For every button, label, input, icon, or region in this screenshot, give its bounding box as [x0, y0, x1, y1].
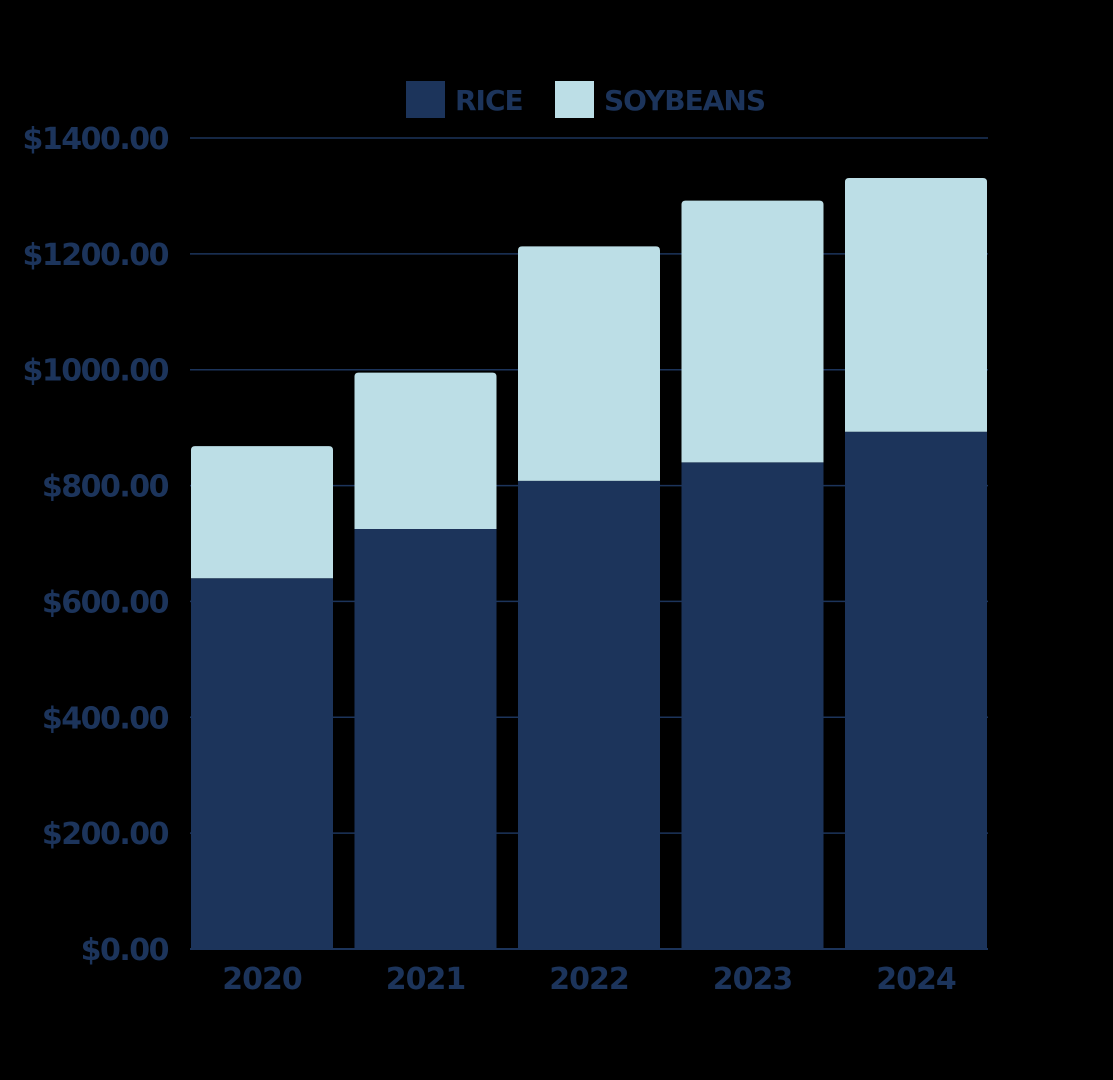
- x-tick-label: 2020: [222, 962, 302, 997]
- y-tick-label: $0.00: [81, 933, 169, 968]
- bar-soybeans-2021: [354, 372, 497, 530]
- legend-swatch-soybeans: [555, 81, 594, 118]
- legend-swatch-rice: [406, 81, 445, 118]
- x-tick-label: 2021: [386, 962, 466, 997]
- y-tick-label: $400.00: [42, 701, 169, 736]
- bar-rice-2021: [354, 529, 497, 949]
- bar-soybeans-2024: [845, 177, 987, 432]
- bar-soybeans-2022: [518, 246, 660, 481]
- y-tick-label: $1400.00: [22, 122, 168, 157]
- x-axis-tick-labels: 2020 2021 2022 2023 2024: [222, 962, 957, 997]
- bar-rice-2020: [191, 578, 333, 949]
- y-tick-label: $600.00: [42, 585, 169, 620]
- bar-rice-2024: [845, 431, 987, 949]
- bar-rice-2023: [681, 462, 824, 949]
- bar-soybeans-2020: [191, 446, 333, 579]
- x-tick-label: 2023: [713, 962, 793, 997]
- y-tick-label: $800.00: [42, 470, 169, 505]
- legend: RICE SOYBEANS: [406, 81, 766, 118]
- x-tick-label: 2024: [876, 962, 956, 997]
- legend-label-soybeans: SOYBEANS: [604, 84, 765, 117]
- legend-label-rice: RICE: [455, 84, 523, 117]
- y-axis-tick-labels: $0.00 $200.00 $400.00 $600.00 $800.00 $1000.0…: [22, 122, 170, 968]
- y-tick-label: $1200.00: [22, 238, 168, 273]
- y-tick-label: $1000.00: [22, 354, 168, 389]
- bar-soybeans-2023: [681, 200, 824, 463]
- y-tick-label: $200.00: [42, 817, 169, 852]
- x-tick-label: 2022: [549, 962, 629, 997]
- bar-rice-2022: [518, 480, 660, 949]
- bars: [191, 177, 987, 949]
